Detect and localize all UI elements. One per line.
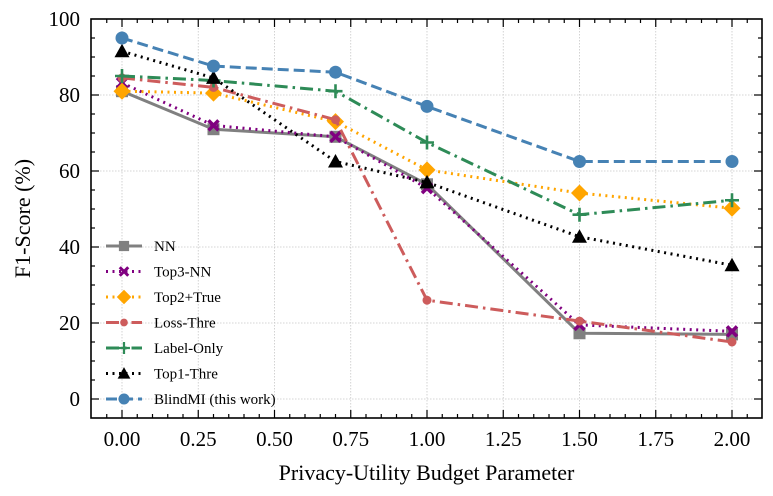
data-point-top3-nn — [329, 130, 342, 144]
x-tick-label: 2.00 — [714, 427, 751, 451]
data-point-label-only — [328, 84, 343, 99]
legend-label: NN — [154, 239, 176, 255]
legend-marker — [118, 342, 130, 354]
series-line-nn — [121, 89, 733, 336]
data-point-blindmi-this-work — [329, 65, 342, 79]
data-point-loss-thre — [575, 316, 584, 326]
legend-marker — [118, 266, 130, 277]
legend-label: BlindMI (this work) — [154, 392, 276, 408]
legend-item-top1-thre: Top1-Thre — [106, 367, 218, 383]
data-point-top3-nn — [725, 325, 739, 338]
data-point-blindmi-this-work — [420, 99, 434, 113]
x-tick-label: 0.50 — [256, 427, 293, 451]
legend-marker — [120, 318, 128, 327]
data-point-top1-thre — [724, 257, 740, 272]
data-point-top1-thre — [328, 154, 343, 168]
legend-label: Loss-Thre — [154, 316, 216, 332]
data-point-blindmi-this-work — [207, 59, 220, 73]
data-point-top2-true — [418, 161, 436, 179]
data-point-label-only — [420, 135, 434, 150]
legend-marker — [117, 367, 131, 379]
y-tick-label: 0 — [70, 387, 81, 411]
y-tick-label: 40 — [59, 235, 80, 259]
legend-item-label-only: Label-Only — [106, 341, 224, 357]
ticks — [91, 19, 762, 418]
legend-item-top2-true: Top2+True — [106, 289, 221, 306]
data-point-blindmi-this-work — [115, 31, 129, 45]
y-tick-label: 60 — [59, 159, 80, 183]
data-point-top1-thre — [114, 43, 130, 58]
data-point-top1-thre — [572, 229, 587, 243]
y-tick-label: 20 — [59, 311, 80, 335]
legend-item-blindmi-this-work: BlindMI (this work) — [106, 392, 276, 408]
legend-marker — [116, 289, 132, 305]
data-point-label-only — [572, 207, 587, 222]
x-tick-label: 1.50 — [561, 427, 598, 451]
x-tick-label: 0.75 — [332, 427, 369, 451]
legend-item-nn: NN — [106, 239, 176, 255]
legend-item-top3-nn: Top3-NN — [106, 265, 211, 281]
legend-label: Label-Only — [154, 341, 224, 357]
data-point-top2-true — [571, 184, 588, 202]
legend: NN Top3-NN Top2+True Loss-Thre Label-Only Top… — [106, 239, 276, 408]
x-tick-label: 0.00 — [104, 427, 141, 451]
legend-item-loss-thre: Loss-Thre — [106, 316, 216, 332]
data-point-label-only — [725, 193, 739, 208]
legend-label: Top1-Thre — [154, 367, 218, 383]
data-point-loss-thre — [727, 337, 737, 347]
series-top1-thre — [114, 43, 740, 272]
series-loss-thre — [117, 73, 737, 347]
x-axis-title: Privacy-Utility Budget Parameter — [279, 460, 575, 485]
x-tick-label: 1.25 — [485, 427, 522, 451]
data-point-top2-true — [723, 199, 741, 217]
y-tick-label: 100 — [49, 7, 81, 31]
data-point-label-only — [115, 69, 129, 83]
legend-label: Top2+True — [154, 290, 221, 306]
series-line-top1-thre — [121, 49, 733, 267]
series-line-label-only — [121, 74, 733, 217]
data-point-loss-thre — [422, 295, 432, 305]
x-tick-label: 1.75 — [637, 427, 674, 451]
series-line-blindmi-this-work — [121, 36, 732, 163]
y-axis-title: F1-Score (%) — [10, 159, 35, 278]
data-point-blindmi-this-work — [725, 155, 739, 168]
legend-marker — [118, 393, 130, 405]
series-blindmi-this-work — [115, 31, 739, 168]
legend-label: Top3-NN — [154, 265, 211, 281]
data-point-blindmi-this-work — [573, 155, 586, 168]
series-line-loss-thre — [121, 76, 733, 344]
x-tick-label: 0.25 — [180, 427, 217, 451]
data-point-top3-nn — [207, 119, 220, 132]
x-tick-label: 1.00 — [409, 427, 446, 451]
data-point-top2-true — [113, 82, 131, 100]
data-point-top1-thre — [419, 174, 435, 189]
data-point-top1-thre — [206, 70, 221, 84]
data-point-loss-thre — [331, 115, 340, 125]
legend-marker — [118, 240, 130, 252]
series-layer — [113, 31, 741, 347]
tick-labels: 0.00 0.25 0.50 0.75 1.00 1.25 1.50 1.75 2.00 0 20 4… — [49, 7, 751, 451]
y-tick-label: 80 — [59, 83, 80, 107]
